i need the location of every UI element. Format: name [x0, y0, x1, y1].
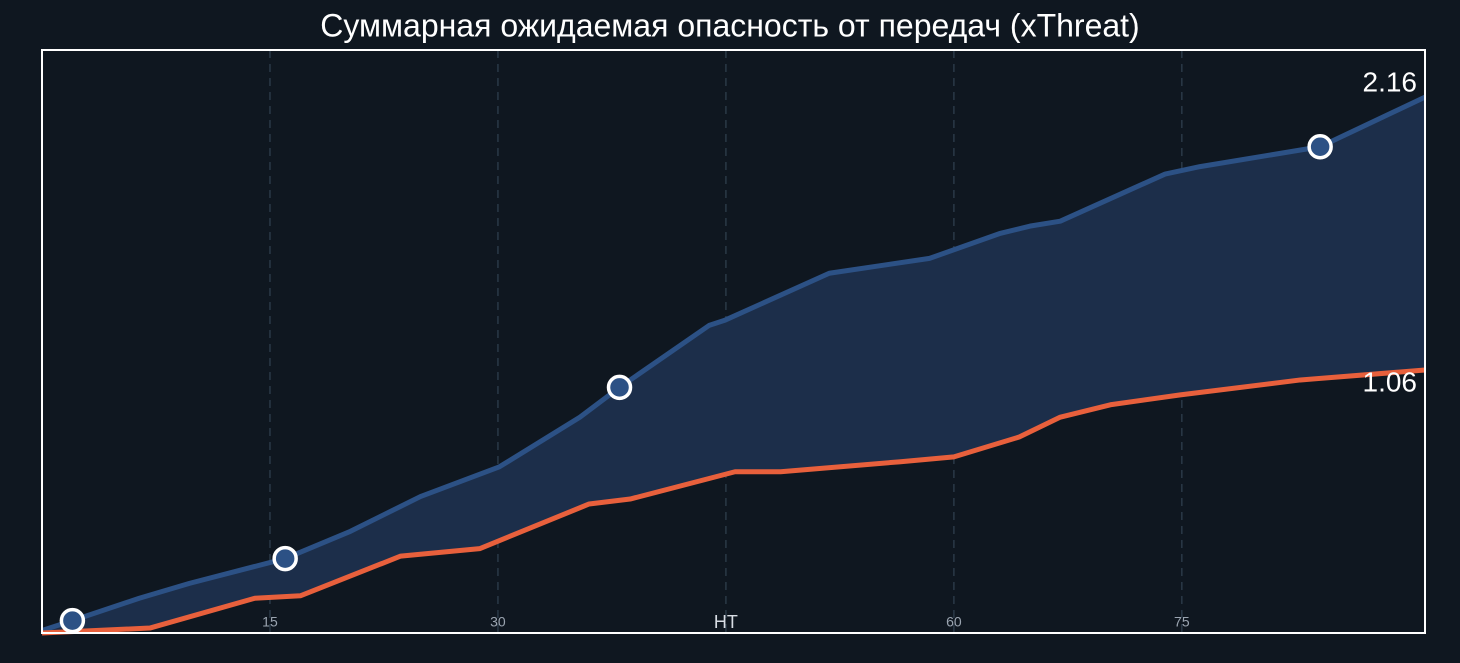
- x-tick-label: 15: [262, 614, 278, 630]
- x-tick-label: 60: [946, 614, 962, 630]
- end-label: 2.16: [1363, 67, 1418, 98]
- x-tick-label: HT: [714, 612, 738, 632]
- series-line: [41, 94, 1427, 633]
- band-fill: [42, 97, 1425, 633]
- x-tick-label: 75: [1174, 614, 1190, 630]
- end-label: 1.06: [1363, 366, 1418, 397]
- highlight-point: [272, 545, 298, 572]
- highlight-point: [606, 374, 633, 401]
- highlight-point: [1307, 134, 1333, 160]
- x-tick-label: 30: [490, 614, 506, 630]
- series-line: [41, 367, 1426, 636]
- highlight-point: [59, 607, 86, 634]
- plot-frame: [41, 49, 1426, 634]
- chart-title: Суммарная ожидаемая опасность от передач…: [320, 7, 1139, 43]
